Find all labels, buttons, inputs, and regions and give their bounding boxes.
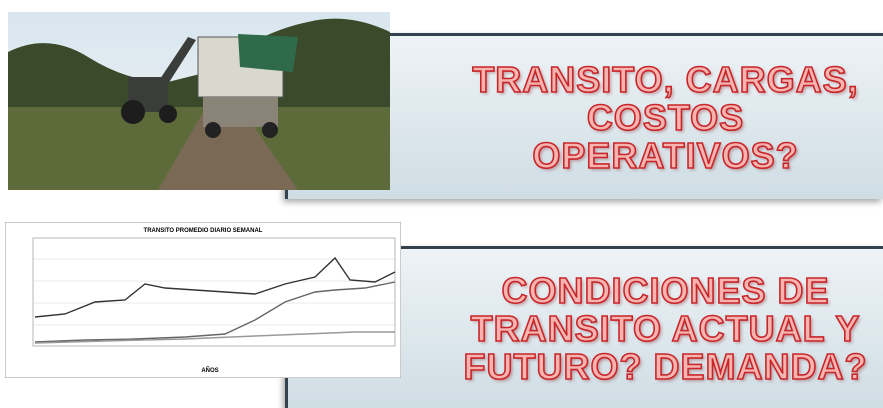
panel-text-line: TRANSITO, CARGAS, bbox=[472, 61, 858, 99]
photo bbox=[8, 12, 390, 190]
panel-text-line: COSTOS bbox=[587, 99, 744, 137]
x-axis-label: AÑOS bbox=[201, 367, 218, 374]
chart-title: TRANSITO PROMEDIO DIARIO SEMANAL bbox=[144, 228, 263, 234]
chart-image: TRANSITO PROMEDIO DIARIO SEMANAL AÑOS bbox=[5, 222, 401, 378]
panel-text-line: CONDICIONES DE bbox=[501, 272, 829, 310]
panel-text-line: FUTURO? DEMANDA? bbox=[464, 348, 868, 386]
slide: TRANSITO, CARGAS,COSTOSOPERATIVOS? CONDI… bbox=[0, 0, 883, 408]
panel-text-line: TRANSITO ACTUAL Y bbox=[471, 310, 861, 348]
panel-text-line: OPERATIVOS? bbox=[532, 137, 798, 175]
